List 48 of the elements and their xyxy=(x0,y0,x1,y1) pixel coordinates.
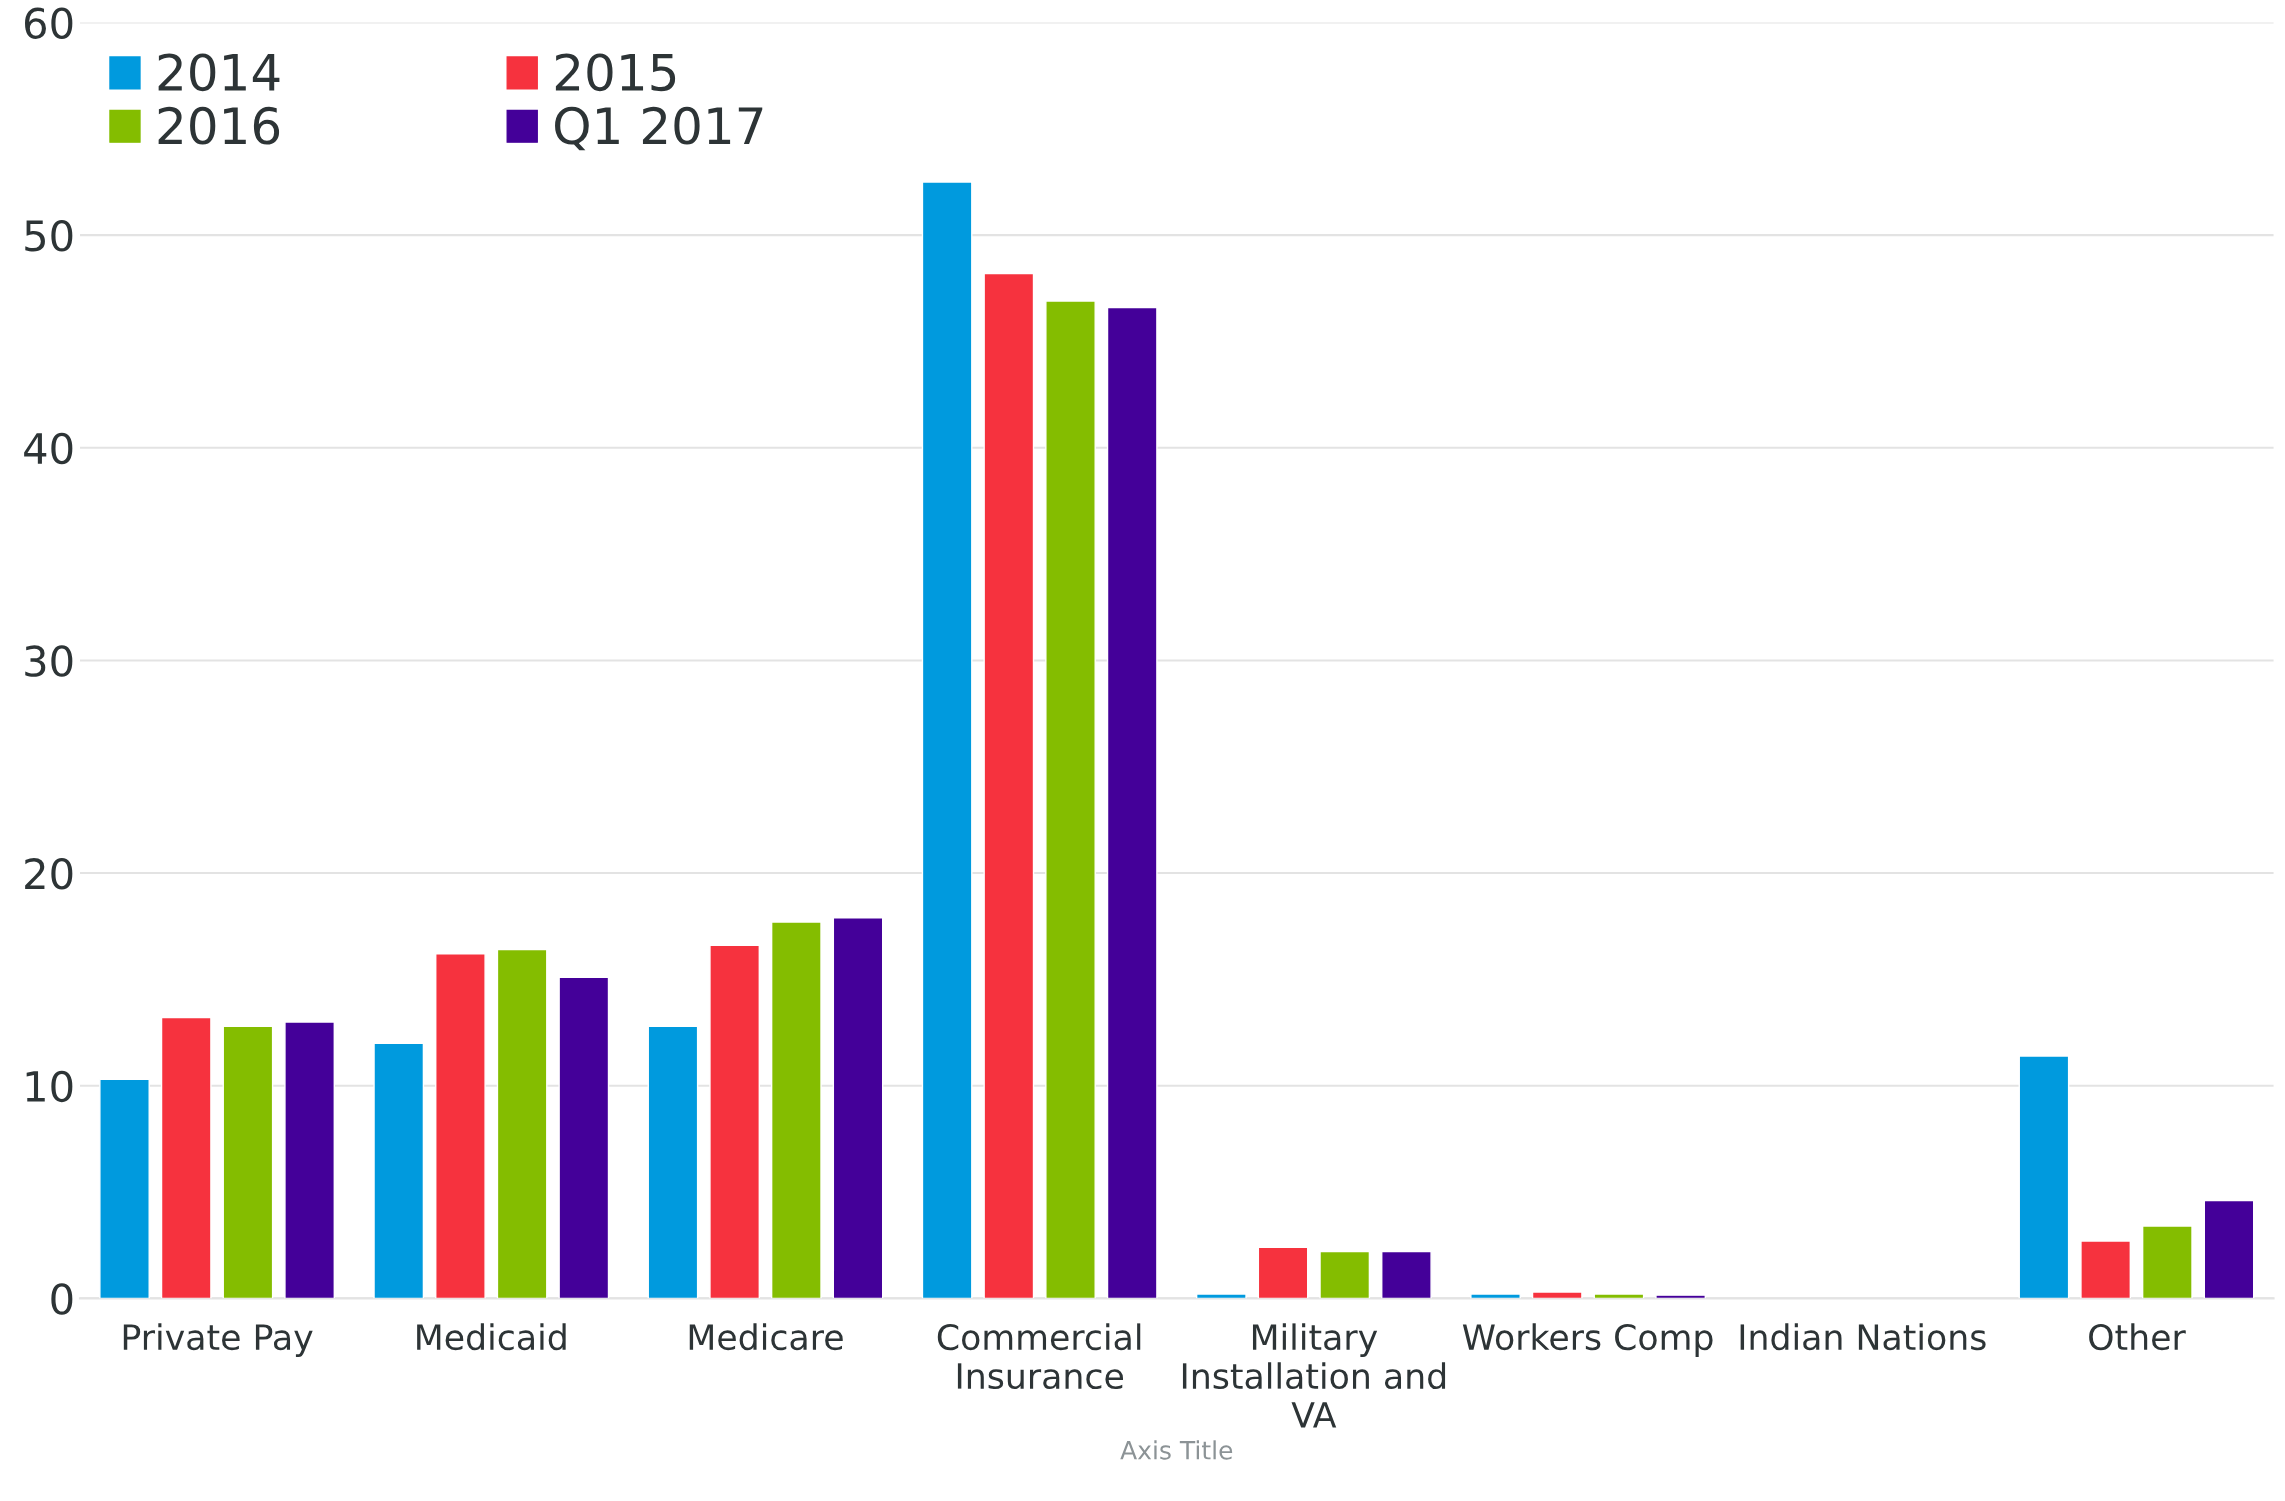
bar xyxy=(435,953,486,1299)
bar xyxy=(2018,1055,2070,1299)
bar xyxy=(99,1078,150,1299)
x-tick-label: Medicaid xyxy=(417,1323,566,1351)
x-tick-label: Workers Comp xyxy=(1462,1323,1713,1357)
y-tick-label: 0 xyxy=(51,1283,73,1315)
x-tick-label: Commercial Insurance xyxy=(937,1323,1141,1390)
bar xyxy=(1106,306,1158,1299)
bar xyxy=(1531,1291,1583,1299)
bar xyxy=(770,921,822,1299)
legend-label: Q1 2017 xyxy=(555,106,763,151)
x-tick-label: Private Pay xyxy=(123,1323,313,1357)
bar xyxy=(1257,1246,1309,1299)
bar xyxy=(2141,1225,2193,1299)
bar xyxy=(160,1016,212,1299)
bar xyxy=(2203,1199,2255,1299)
x-axis-title: Axis Title xyxy=(1120,1440,1233,1460)
bar xyxy=(832,917,884,1299)
bar xyxy=(284,1021,335,1299)
bar xyxy=(1655,1294,1706,1299)
bar xyxy=(1045,300,1096,1299)
x-tick-label: Indian Nations xyxy=(1740,1323,1986,1351)
y-tick-label: 10 xyxy=(26,1070,73,1103)
bar xyxy=(647,1025,699,1299)
y-tick-label: 20 xyxy=(25,857,73,890)
bar xyxy=(921,181,973,1299)
bar xyxy=(373,1042,425,1299)
bar xyxy=(709,944,761,1299)
bar xyxy=(558,976,610,1299)
bar xyxy=(983,272,1035,1299)
legend-label: 2016 xyxy=(158,106,280,145)
bar xyxy=(2080,1240,2132,1299)
bar xyxy=(496,948,548,1299)
bar xyxy=(1470,1293,1521,1299)
bar xyxy=(1319,1250,1371,1299)
y-tick-label: 60 xyxy=(25,7,73,39)
y-tick-label: 40 xyxy=(24,432,73,465)
legend-label: 2015 xyxy=(555,53,676,92)
bar xyxy=(1593,1293,1645,1299)
y-tick-label: 30 xyxy=(25,645,73,677)
bar xyxy=(222,1025,274,1299)
x-tick-label: Military Installation and VA xyxy=(1182,1323,1446,1428)
y-tick-label: 50 xyxy=(25,220,73,252)
x-tick-label: Other xyxy=(2089,1323,2186,1351)
bar xyxy=(1195,1293,1247,1299)
x-tick-label: Medicare xyxy=(689,1323,843,1351)
bar xyxy=(1381,1250,1432,1299)
legend-label: 2014 xyxy=(158,53,280,92)
